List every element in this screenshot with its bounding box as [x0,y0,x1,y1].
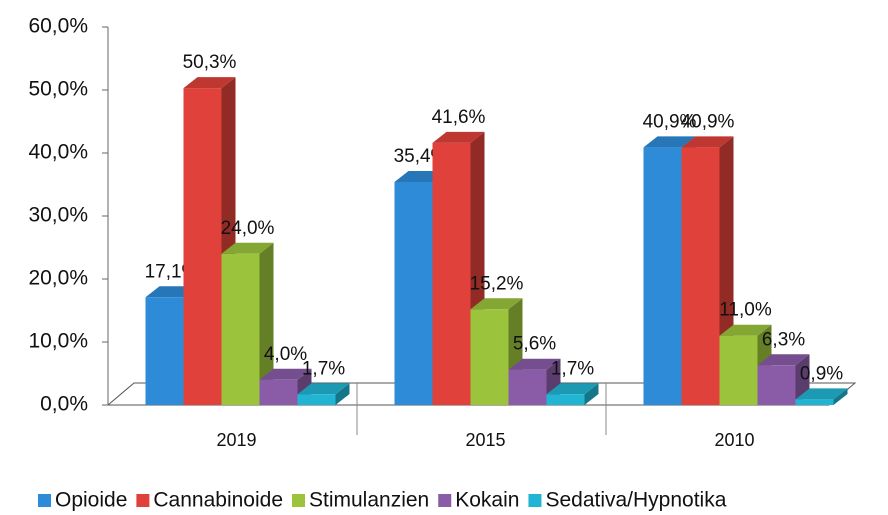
bar [221,253,260,405]
legend-label: Stimulanzien [309,489,429,512]
bar-top [183,77,236,89]
bar-top [432,131,485,143]
x-tick-label: 2010 [714,430,754,450]
value-label: 0,9% [800,363,843,384]
value-label: 1,7% [551,358,594,379]
bar [432,142,471,406]
bar-top [259,368,312,380]
y-tick-label: 30,0% [28,204,88,227]
value-label: 40,9% [681,111,735,132]
legend-swatch [38,494,51,507]
bar-top [546,383,599,395]
legend-label: Kokain [455,489,519,512]
value-label: 15,2% [470,273,524,294]
bar-top [719,324,772,336]
bar [394,181,433,405]
bar [546,394,585,405]
y-tick-label: 40,0% [28,141,88,164]
value-label: 41,6% [432,107,486,128]
bar [719,335,758,405]
legend-swatch [528,494,542,507]
y-tick-label: 20,0% [28,267,88,290]
y-tick-label: 0,0% [40,393,88,416]
value-label: 4,0% [264,344,307,365]
bar-side [335,383,350,405]
bar-group [297,383,350,405]
bar [643,147,682,405]
bar-top [681,136,734,148]
value-label: 1,7% [302,358,345,379]
bar [681,147,720,405]
bar-side [259,242,274,405]
value-label: 50,3% [183,52,237,73]
bar-side [584,383,599,405]
legend-swatch [438,494,452,507]
bar [297,394,336,405]
bar-side [833,388,848,405]
bar [183,88,222,406]
value-label: 11,0% [719,300,772,321]
bar-group [221,242,274,405]
y-tick-label: 50,0% [28,78,88,101]
legend-label: Opioide [55,489,127,512]
bar-top [795,388,848,400]
bar-top [643,136,696,148]
value-label: 24,0% [221,218,275,239]
bar [757,365,796,405]
bar [508,369,547,405]
x-tick-label: 2015 [465,430,505,450]
legend-label: Cannabinoide [153,489,283,512]
bar-top [757,354,810,366]
legend-swatch [292,494,305,507]
bar [145,297,184,405]
legend-label: Sedativa/Hypnotika [545,489,726,512]
bar-group [546,383,599,405]
y-tick-label: 10,0% [28,330,88,353]
bar-top [508,358,561,370]
x-tick-label: 2019 [216,430,256,450]
value-label: 40,9% [643,111,697,132]
y-tick-label: 60,0% [28,15,88,38]
bar [470,309,509,405]
value-label: 5,6% [513,334,556,355]
bar-top [221,242,274,254]
value-label: 6,3% [762,329,805,350]
legend-swatch [136,494,150,507]
legend: Opioide Cannabinoide Stimulanzien Kokain Sed… [38,489,727,512]
bar-top [470,298,523,310]
bar-group [795,388,848,405]
bar [259,379,298,405]
bar-top [297,383,350,395]
bar [795,399,834,405]
